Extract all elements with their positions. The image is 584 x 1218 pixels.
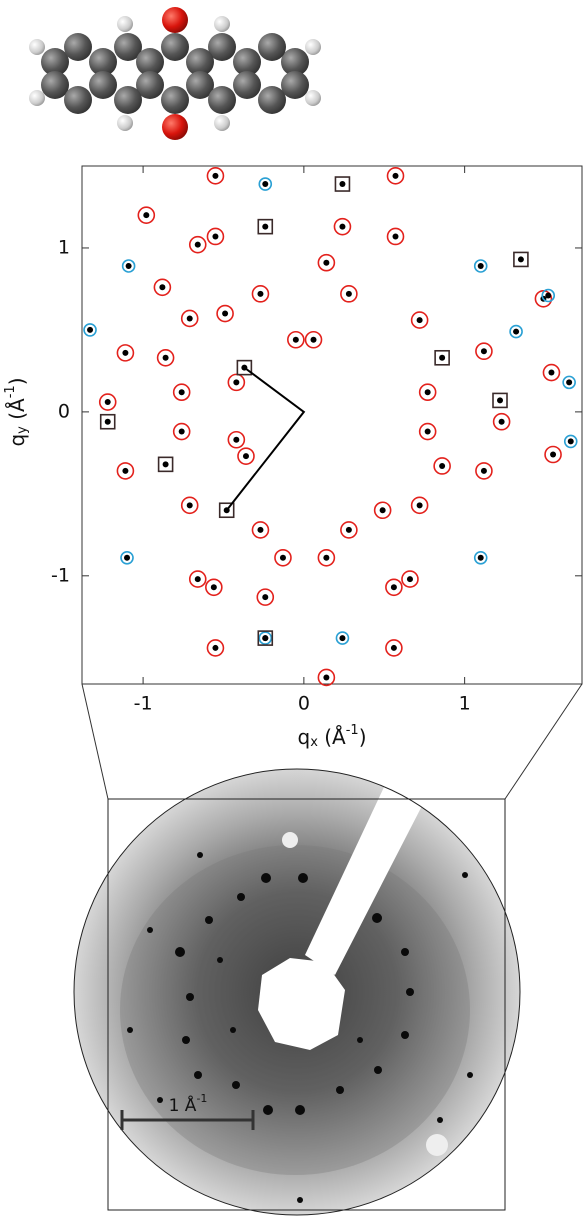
spot-dot	[163, 355, 169, 361]
x-axis-label: qx (Å-1)	[297, 723, 366, 750]
spot-dot	[439, 355, 445, 361]
spot-dot	[159, 284, 165, 290]
spot-dot	[311, 337, 317, 343]
spot-dot	[233, 379, 239, 385]
spot-dot	[212, 233, 218, 239]
spot-dot	[548, 370, 554, 376]
spot-dot	[481, 348, 487, 354]
x-tick-label: -1	[134, 693, 153, 715]
y-tick-label: 1	[58, 236, 70, 258]
x-label-close: )	[359, 725, 367, 749]
spot-dot	[124, 555, 130, 561]
x-tick-label: 1	[459, 693, 471, 715]
spot-dot	[262, 635, 268, 641]
spot-dot	[417, 317, 423, 323]
spot-dot	[380, 507, 386, 513]
spot-dot	[550, 452, 556, 458]
spot-dot	[323, 674, 329, 680]
spot-dot	[243, 453, 249, 459]
spot-dot	[122, 350, 128, 356]
spot-dot	[407, 576, 413, 582]
spot-dot	[439, 463, 445, 469]
spot-dot	[87, 327, 93, 333]
spot-dot	[478, 263, 484, 269]
y-tick-label: 0	[58, 400, 70, 422]
spot-dot	[212, 645, 218, 651]
spot-dot	[568, 438, 574, 444]
spot-dot	[233, 437, 239, 443]
page: {"chart_data": {"type": "scatter", "xlim…	[0, 0, 584, 1218]
spot-dot	[393, 173, 399, 179]
spot-dot	[497, 397, 503, 403]
spot-dot	[280, 555, 286, 561]
spot-dot	[122, 468, 128, 474]
spot-dot	[513, 329, 519, 335]
spot-dot	[425, 429, 431, 435]
spot-dot	[179, 429, 185, 435]
spot-dot	[262, 224, 268, 230]
spot-dot	[391, 584, 397, 590]
y-axis-label: qy (Å-1)	[3, 377, 30, 446]
spot-dot	[339, 635, 345, 641]
molecule	[29, 7, 321, 140]
spot-dot	[346, 527, 352, 533]
spot-dot	[163, 461, 169, 467]
y-tick-label: -1	[51, 564, 70, 586]
spot-dot	[417, 502, 423, 508]
x-label-q: q	[297, 725, 310, 749]
spot-dot	[257, 291, 263, 297]
spot-dot	[187, 315, 193, 321]
spot-dot	[126, 263, 132, 269]
y-label-sup: -1	[3, 385, 18, 398]
spot-dot	[425, 389, 431, 395]
x-label-sup: -1	[346, 723, 359, 738]
plot-area: -1 0 1 -1 0 1	[51, 166, 582, 715]
spot-dot	[339, 181, 345, 187]
y-label-q: q	[5, 434, 29, 447]
x-label-unit: (Å	[318, 725, 346, 749]
spot-dot	[293, 337, 299, 343]
spot-dot	[346, 291, 352, 297]
spot-dot	[222, 311, 228, 317]
spot-dot	[105, 399, 111, 405]
spot-dot	[187, 502, 193, 508]
spot-dot	[105, 419, 111, 425]
spot-dot	[478, 555, 484, 561]
x-tick-label: 0	[298, 693, 310, 715]
scalebar-sup: -1	[196, 1092, 207, 1105]
spot-dot	[393, 233, 399, 239]
spot-dot	[566, 379, 572, 385]
spot-dot	[499, 419, 505, 425]
y-label-unit: (Å	[5, 398, 29, 426]
spot-dot	[179, 389, 185, 395]
spot-dot	[211, 584, 217, 590]
leed-image: 1 Å-1	[74, 684, 582, 1215]
spot-dot	[391, 645, 397, 651]
spot-dot	[143, 212, 149, 218]
plot-frame	[82, 166, 582, 684]
figure: 1 Å-1 qx (Å-1) qy (Å-1) -101-101	[0, 0, 584, 1218]
spot-dot	[339, 224, 345, 230]
spot-dot	[257, 527, 263, 533]
spot-dot	[545, 293, 551, 299]
spot-dot	[323, 260, 329, 266]
spot-dot	[195, 242, 201, 248]
spot-dot	[195, 576, 201, 582]
spot-dot	[518, 256, 524, 262]
spot-dot	[323, 555, 329, 561]
y-label-close: )	[5, 377, 29, 385]
spot-dot	[481, 468, 487, 474]
spot-dot	[262, 594, 268, 600]
scalebar-text: 1 Å	[169, 1094, 197, 1116]
spot-dot	[212, 173, 218, 179]
spot-dot	[262, 181, 268, 187]
